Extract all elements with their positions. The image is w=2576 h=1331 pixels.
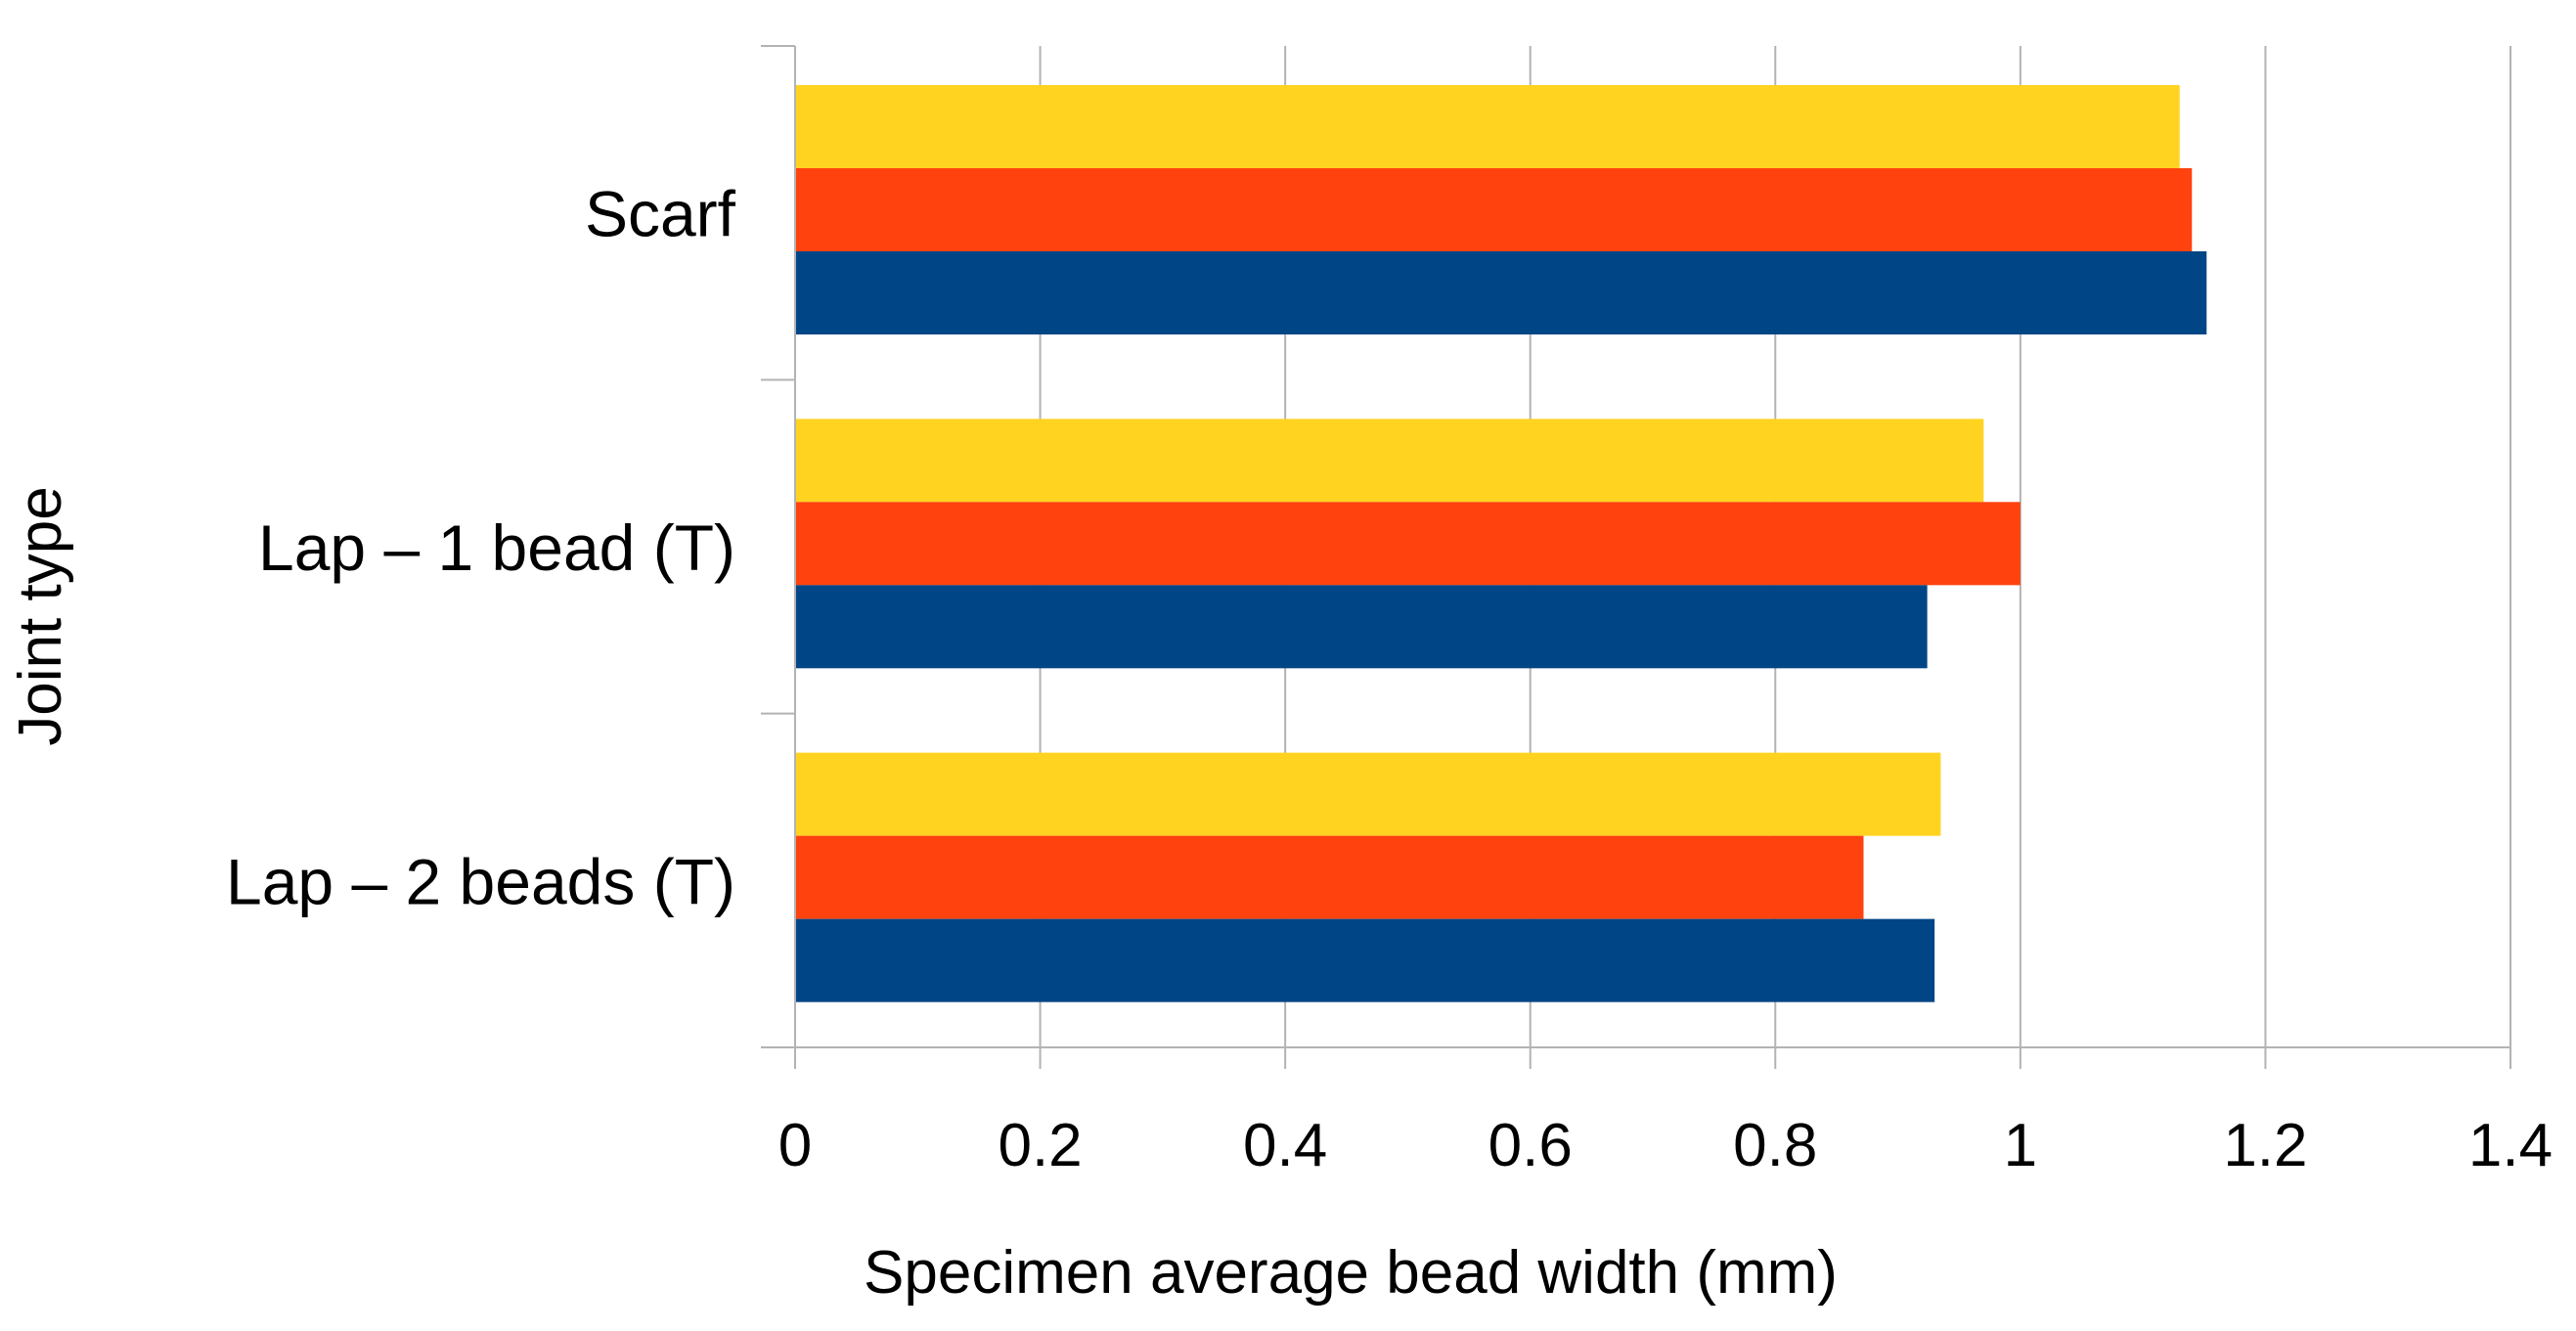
category-label-0: Scarf bbox=[585, 178, 736, 250]
category-labels: Scarf Lap – 1 bead (T) Lap – 2 beads (T) bbox=[226, 178, 736, 918]
x-tick-label-3: 0.6 bbox=[1488, 1112, 1573, 1179]
category-label-2: Lap – 2 beads (T) bbox=[226, 845, 735, 917]
axes bbox=[761, 45, 2511, 1069]
bars bbox=[795, 85, 2207, 1002]
category-label-1: Lap – 1 bead (T) bbox=[258, 511, 735, 584]
bar-0-0 bbox=[795, 85, 2180, 168]
bar-0-1 bbox=[795, 168, 2193, 251]
bar-1-1 bbox=[795, 502, 2021, 586]
x-tick-label-0: 0 bbox=[778, 1112, 812, 1179]
bar-2-2 bbox=[795, 918, 1935, 1002]
x-tick-label-6: 1.2 bbox=[2223, 1112, 2307, 1179]
x-tick-label-2: 0.4 bbox=[1243, 1112, 1327, 1179]
x-tick-labels: 0 0.2 0.4 0.6 0.8 1 1.2 1.4 bbox=[778, 1112, 2553, 1179]
bar-2-0 bbox=[795, 752, 1941, 836]
bar-1-0 bbox=[795, 419, 1984, 503]
x-tick-label-1: 0.2 bbox=[998, 1112, 1082, 1179]
x-tick-label-5: 1 bbox=[2004, 1112, 2037, 1179]
bar-2-1 bbox=[795, 835, 1864, 919]
x-axis-title: Specimen average bead width (mm) bbox=[864, 1239, 1838, 1307]
x-tick-label-4: 0.8 bbox=[1733, 1112, 1817, 1179]
bar-0-2 bbox=[795, 251, 2207, 334]
bar-1-2 bbox=[795, 585, 1928, 669]
x-tick-label-7: 1.4 bbox=[2468, 1112, 2553, 1179]
y-axis-title: Joint type bbox=[7, 486, 74, 745]
